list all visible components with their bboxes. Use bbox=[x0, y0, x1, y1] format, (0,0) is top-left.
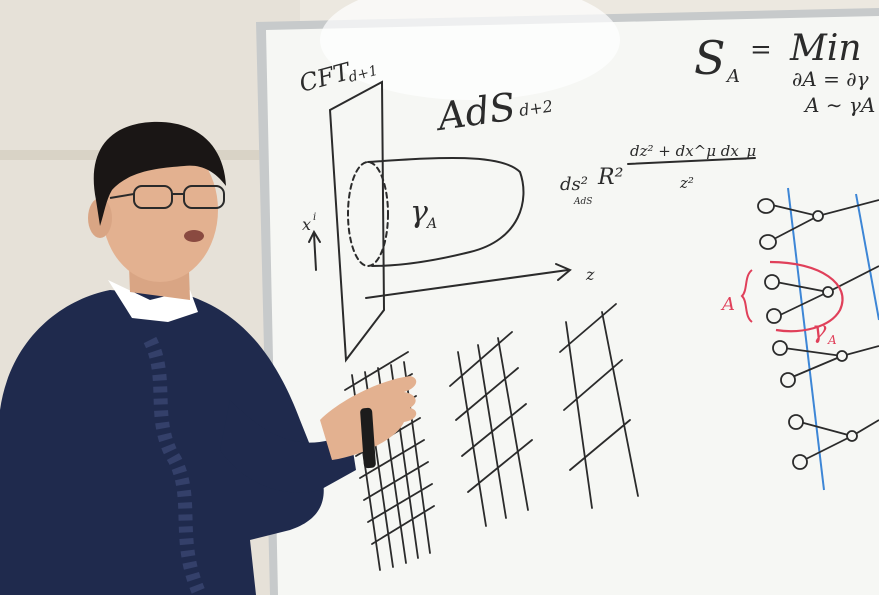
entropy-equals: = bbox=[750, 35, 772, 65]
minimal-surface-curve bbox=[367, 156, 525, 267]
whiteboard bbox=[256, 0, 879, 595]
cft-subscript: d+1 bbox=[347, 63, 380, 86]
metric-lhs: ds² bbox=[560, 174, 588, 195]
entropy-symbol: S bbox=[694, 31, 726, 85]
entropy-subscript: A bbox=[725, 66, 740, 87]
metric-lhs-subscript: AdS bbox=[573, 197, 592, 207]
marker-pen bbox=[360, 407, 376, 469]
z-axis-label: z bbox=[585, 265, 595, 284]
x-axis-label: x bbox=[302, 215, 311, 234]
lattice-medium bbox=[449, 331, 533, 527]
gamma-a-label: γ bbox=[410, 195, 428, 230]
sweater-arm bbox=[220, 400, 356, 493]
ads-diagram bbox=[308, 80, 756, 363]
tensor-network-nodes bbox=[757, 198, 858, 470]
x-axis-arrowhead bbox=[308, 229, 321, 243]
metric-numerator: dz² + dx^μ dx_μ bbox=[630, 142, 756, 160]
sweater-pattern bbox=[143, 336, 207, 595]
tn-gamma-subscript: A bbox=[827, 333, 837, 347]
hair bbox=[93, 121, 227, 226]
tn-gamma-label: γ bbox=[812, 316, 827, 344]
minimal-surface-boundary bbox=[347, 161, 389, 267]
lattice-coarse bbox=[559, 303, 639, 509]
ads-subscript: d+2 bbox=[518, 96, 554, 120]
whiteboard-glare bbox=[320, 0, 620, 100]
whiteboard-surface bbox=[266, 16, 879, 595]
cft-boundary-plane bbox=[328, 80, 386, 363]
z-axis-arrowhead bbox=[555, 263, 572, 281]
sweater bbox=[0, 290, 324, 595]
glasses bbox=[109, 185, 225, 209]
tn-region-a-label: A bbox=[720, 294, 735, 315]
mouth bbox=[184, 230, 204, 242]
entropy-min: Min bbox=[789, 28, 862, 69]
speaker bbox=[0, 121, 417, 595]
metric-prefactor: R² bbox=[597, 165, 623, 190]
z-axis-line bbox=[365, 269, 569, 299]
metric-fraction-bar bbox=[627, 157, 756, 165]
tensor-network-brace bbox=[740, 269, 753, 323]
shirt-collar bbox=[108, 280, 198, 322]
tensor-network-blue-lines bbox=[787, 187, 879, 491]
tensor-network bbox=[740, 187, 879, 491]
x-axis-superscript: i bbox=[313, 212, 316, 223]
min-condition-boundary: ∂A = ∂γ bbox=[792, 67, 869, 91]
min-condition-homology: A ∼ γA bbox=[803, 93, 875, 117]
gamma-a-subscript: A bbox=[425, 216, 437, 232]
x-axis-line bbox=[313, 233, 317, 271]
tensor-network-red-cut bbox=[769, 260, 844, 333]
metric-denominator: z² bbox=[679, 174, 694, 192]
